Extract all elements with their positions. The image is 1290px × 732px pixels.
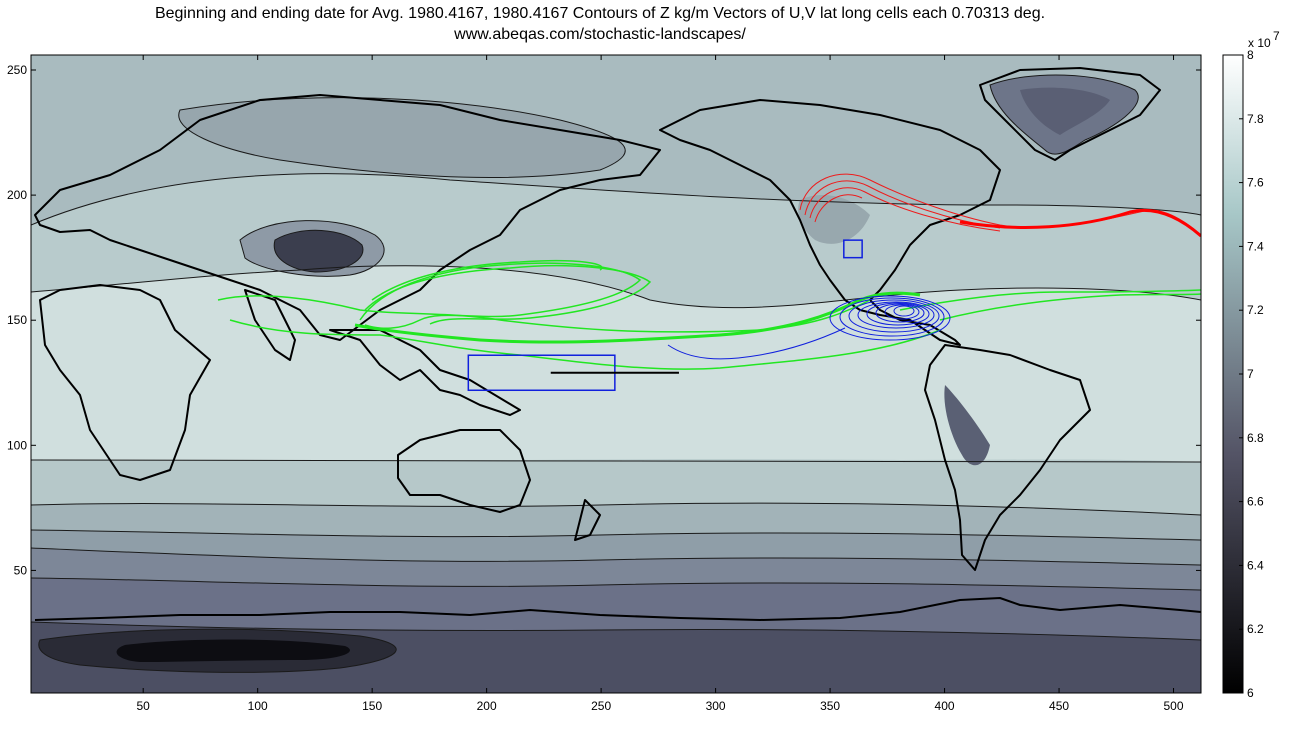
red-trajectory-main [959, 208, 1201, 238]
field-rockies-low [798, 195, 870, 244]
blue-trajectory [857, 301, 935, 329]
coast-india [244, 289, 296, 361]
green-trajectory [359, 262, 642, 330]
contour-line [31, 621, 1201, 641]
coast-antarctica [34, 597, 1201, 621]
colorbar-tick-label: 6.4 [1247, 558, 1264, 572]
x-tick-label: 200 [477, 699, 497, 713]
colorbar-tick-label: 6.8 [1247, 431, 1264, 445]
coast-north-america [659, 99, 1001, 346]
y-tick-label: 100 [7, 438, 27, 452]
contour-line [31, 529, 1201, 541]
blue-trajectory [839, 297, 945, 337]
field-greenland-core [1020, 87, 1110, 135]
green-trajectory [899, 289, 1201, 311]
x-tick-label: 150 [362, 699, 382, 713]
y-tick-label: 250 [7, 63, 27, 77]
contour-line [31, 577, 1201, 591]
coast-greenland [979, 67, 1161, 161]
blue-trajectory [829, 295, 951, 341]
colorbar-tick-label: 6 [1247, 686, 1254, 700]
green-trajectory [364, 264, 652, 325]
colorbar-tick-label: 7.6 [1247, 176, 1264, 190]
field-tibet-low [274, 230, 363, 272]
blue-trajectory [667, 327, 846, 360]
blue-trajectory [866, 302, 930, 326]
blue-trajectories [667, 295, 951, 360]
green-trajectory [229, 319, 941, 370]
colorbar-tick-label: 6.2 [1247, 622, 1264, 636]
coast-eurasia [34, 94, 661, 341]
contour-line [31, 547, 1201, 566]
coast-australia [397, 429, 531, 513]
field-andes-low [944, 385, 990, 466]
field-south-band-4 [31, 578, 1201, 640]
red-trajectory [809, 187, 1001, 232]
coast-south-america [924, 344, 1091, 571]
contour-line [38, 628, 397, 673]
x-tick-label: 500 [1164, 699, 1184, 713]
x-tick-label: 400 [935, 699, 955, 713]
chart-subtitle: www.abeqas.com/stochastic-landscapes/ [454, 26, 746, 43]
chart-title: Beginning and ending date for Avg. 1980.… [154, 5, 1046, 22]
x-tick-label: 250 [591, 699, 611, 713]
x-tick-label: 300 [706, 699, 726, 713]
region-box [843, 239, 863, 259]
coast-new-zealand [574, 499, 601, 541]
green-trajectory [939, 293, 1201, 321]
colorbar-tick-label: 7.8 [1247, 112, 1264, 126]
green-trajectories [217, 259, 1201, 370]
contour-line [273, 229, 364, 273]
red-trajectory [804, 180, 1001, 229]
x-tick-label: 100 [248, 699, 268, 713]
contour-line [31, 173, 1201, 226]
field-south-band-1 [31, 503, 1201, 540]
field-south-midlat-band [31, 460, 1201, 515]
contour-line [31, 502, 1201, 516]
blue-trajectory [893, 305, 915, 317]
colorbar-tick-label: 7.2 [1247, 303, 1264, 317]
field-antarctic-min [116, 639, 350, 662]
coast-se-asia [329, 329, 521, 416]
field-siberia-low [178, 97, 626, 178]
blue-trajectory [875, 303, 925, 323]
blue-trajectory [884, 304, 920, 320]
colorbar-tick-label: 7.4 [1247, 239, 1264, 253]
y-tick-label: 50 [14, 563, 28, 577]
x-tick-label: 350 [820, 699, 840, 713]
contour-line [989, 74, 1139, 155]
plot-frame [30, 54, 1202, 694]
y-tick-label: 150 [7, 313, 27, 327]
y-tick-label: 200 [7, 188, 27, 202]
green-trajectory [371, 259, 603, 301]
contour-line [239, 220, 385, 277]
colorbar-exponent-label: x 10 [1248, 36, 1271, 50]
coastlines [34, 67, 1201, 621]
red-trajectory [814, 194, 863, 223]
contour-field [31, 55, 1201, 693]
field-south-band-2 [31, 530, 1201, 565]
field-south-band-3 [31, 548, 1201, 590]
colorbar-tick-label: 7 [1247, 367, 1254, 381]
colorbar-exponent-power: 7 [1273, 29, 1280, 43]
colorbar-tick-label: 6.6 [1247, 495, 1264, 509]
blue-trajectory [848, 299, 940, 333]
coast-africa [39, 284, 211, 481]
x-tick-label: 50 [137, 699, 151, 713]
x-tick-label: 450 [1049, 699, 1069, 713]
contour-line [178, 97, 626, 178]
field-tropical-band [31, 265, 1201, 463]
green-trajectory-main [354, 291, 921, 344]
colorbar-tick-label: 8 [1247, 48, 1254, 62]
